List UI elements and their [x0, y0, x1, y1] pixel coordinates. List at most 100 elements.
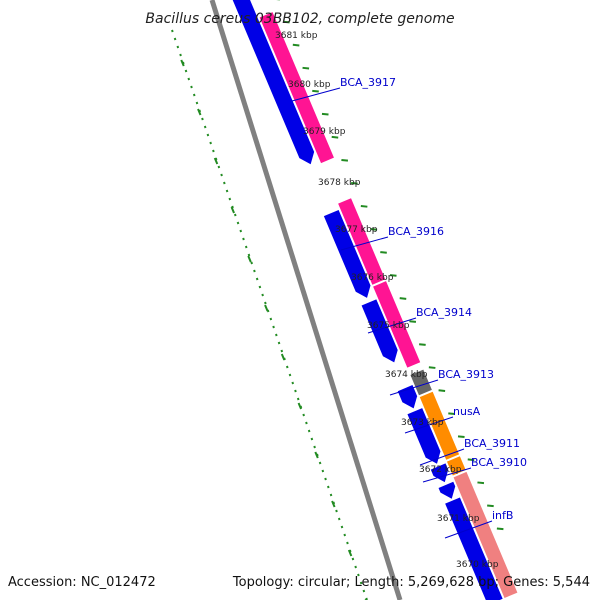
cds-forward [438, 481, 456, 499]
ring-dot [324, 477, 327, 481]
ring-dot [354, 565, 357, 569]
ring-dash [213, 157, 219, 165]
scale-tick [389, 274, 397, 277]
ring-dot [212, 149, 215, 153]
ring-dash [197, 108, 202, 116]
ring-dot [209, 141, 212, 145]
ring-dot [195, 101, 199, 105]
ring-dot [258, 285, 262, 289]
ring-dot [340, 525, 344, 529]
ring-dot [220, 173, 223, 177]
ring-dot [201, 117, 204, 121]
ring-dot [346, 541, 349, 545]
ring-dot [176, 45, 180, 49]
ring-dot [357, 573, 360, 577]
cds-forward [232, 0, 315, 165]
ring-dot [335, 509, 338, 513]
ring-dot [190, 85, 193, 89]
scale-tick [312, 89, 319, 93]
cds-forward [407, 408, 441, 464]
scale-tick [457, 435, 465, 439]
ring-dot [244, 245, 248, 249]
ring-dot [318, 461, 322, 465]
scale-tick [321, 112, 329, 116]
feature-gray [410, 369, 432, 396]
gene-label-nusa: nusA [453, 405, 481, 418]
scale-tick [438, 389, 446, 392]
ring-dot [228, 197, 232, 201]
ring-dot [225, 189, 229, 193]
ring-dot [305, 421, 308, 425]
ring-dash [331, 500, 336, 508]
ring-dash [264, 304, 269, 312]
leader-bca3917 [291, 87, 341, 102]
ring-dash [180, 59, 185, 67]
map-title: Bacillus cereus 03BB102, complete genome [145, 11, 454, 27]
scale-tick [331, 135, 339, 139]
scale-tick [487, 504, 494, 508]
kbp-label-3672: 3672 kbp [419, 465, 462, 475]
ring-dot [310, 437, 314, 441]
ring-dot [179, 53, 182, 57]
feature-tracks [232, 0, 518, 600]
scale-tick [292, 43, 300, 47]
scale-tick [351, 181, 358, 185]
scale-tick [419, 343, 426, 346]
cds-forward [361, 299, 398, 363]
ring-dot [217, 165, 221, 169]
ring-dot [250, 261, 253, 265]
leader-infb [444, 520, 493, 539]
ring-dash [347, 549, 353, 557]
ring-dot [362, 589, 366, 593]
kbp-label-3678: 3678 kbp [318, 178, 361, 188]
tick-dotted-ring [171, 29, 368, 600]
ring-dot [277, 341, 281, 345]
ring-dot [171, 29, 174, 33]
gene-label-bca3910: BCA_3910 [471, 456, 527, 469]
cds-reverse [338, 198, 386, 285]
backbone-line [209, 0, 403, 600]
ring-dot [327, 485, 330, 489]
ring-dot [233, 213, 237, 217]
ring-dot [236, 221, 240, 225]
ring-dot [291, 381, 295, 385]
leader-bca3910 [422, 467, 472, 483]
ring-dot [329, 493, 333, 497]
ring-dot [264, 301, 267, 305]
scale-tick [477, 481, 485, 485]
leader-bca3913 [389, 379, 439, 396]
scale-tick [282, 20, 290, 24]
gene-label-bca3911: BCA_3911 [464, 437, 520, 450]
ring-dot [351, 557, 355, 561]
scale-tick [370, 228, 378, 231]
scale-tick [409, 320, 417, 323]
kbp-label-3676: 3676 kbp [351, 273, 394, 283]
ring-dot [184, 69, 188, 73]
kbp-label-3673: 3673 kbp [401, 418, 444, 428]
feature-gc [453, 471, 518, 599]
cds-forward [430, 463, 449, 483]
scale-tick [467, 458, 475, 462]
scale-tick [448, 412, 455, 415]
scale-tick [496, 527, 504, 531]
ring-dot [269, 317, 273, 321]
kbp-label-3675: 3675 kbp [367, 321, 410, 331]
label-leader-lines [291, 87, 493, 539]
scale-tick [360, 205, 368, 208]
ring-dash [297, 402, 302, 410]
ring-dash [280, 353, 286, 361]
kbp-labels: 3681 kbp 3680 kbp 3679 kbp 3678 kbp 3677 kbp… [275, 31, 499, 570]
scale-tick [428, 366, 436, 369]
leader-nusa [404, 416, 454, 434]
kbp-label-3680: 3680 kbp [288, 80, 331, 90]
gene-label-bca3916: BCA_3916 [388, 225, 444, 238]
kbp-label-3681: 3681 kbp [275, 31, 318, 41]
scale-ticks [276, 0, 504, 531]
accession-text: Accession: NC_012472 [8, 575, 156, 590]
gene-label-bca3913: BCA_3913 [438, 368, 494, 381]
feature-rna [419, 391, 460, 460]
ring-dot [321, 469, 325, 473]
ring-dot [242, 237, 245, 241]
scale-tick [341, 158, 349, 162]
